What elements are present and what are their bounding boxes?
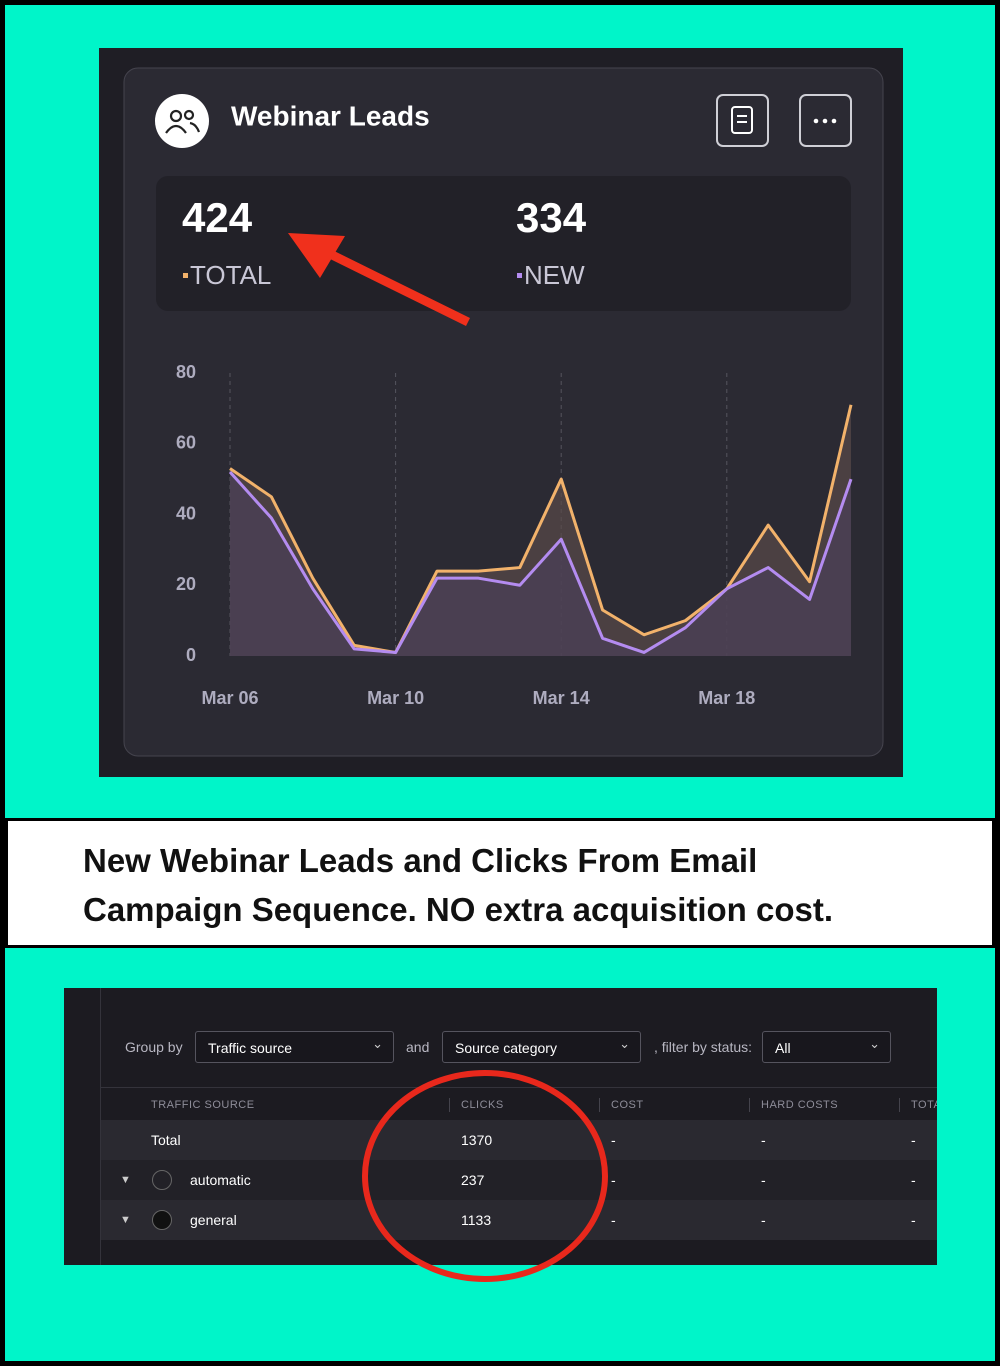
table-cell: - xyxy=(761,1212,766,1228)
then-by-select[interactable]: Source category xyxy=(442,1028,641,1063)
more-dots xyxy=(813,118,837,124)
status-label: , filter by status: xyxy=(654,1039,753,1055)
legend-swatch xyxy=(183,273,188,278)
expand-toggle: ▼ xyxy=(120,1174,131,1186)
column-separator xyxy=(599,1098,600,1112)
report-button[interactable] xyxy=(716,94,769,147)
table-cell: 237 xyxy=(461,1172,485,1188)
people-icon xyxy=(165,109,201,134)
table-cell: 1133 xyxy=(461,1212,492,1228)
y-tick-label: 20 xyxy=(176,574,196,594)
y-tick-label: 40 xyxy=(176,503,196,523)
column-header: CLICKS xyxy=(461,1099,504,1111)
column-header: HARD COSTS xyxy=(761,1099,839,1111)
series-line xyxy=(229,404,853,654)
table-cell: - xyxy=(911,1132,916,1148)
table-cell: - xyxy=(611,1132,616,1148)
status-select[interactable]: All xyxy=(762,1028,891,1063)
caption: New Webinar Leads and Clicks From Email … xyxy=(83,842,834,928)
stat-value: 334 xyxy=(516,194,587,241)
table-cell: Total xyxy=(151,1132,181,1148)
legend-label: TOTAL xyxy=(190,260,271,290)
table-cell: 1370 xyxy=(461,1132,493,1148)
table-cell: - xyxy=(611,1212,616,1228)
column-separator xyxy=(449,1098,450,1112)
caption-box xyxy=(5,818,995,948)
column-header: TOTA xyxy=(911,1099,937,1111)
y-tick-label: 0 xyxy=(186,645,196,665)
chart-title: Webinar Leads xyxy=(231,100,430,131)
y-tick-label: 80 xyxy=(176,362,196,382)
series-area xyxy=(230,404,851,656)
and-label: and xyxy=(406,1039,430,1055)
column-header: TRAFFIC SOURCE xyxy=(151,1099,255,1111)
x-tick-label: Mar 06 xyxy=(201,688,258,708)
source-icon xyxy=(152,1170,172,1190)
column-separator xyxy=(899,1098,900,1112)
leads-icon xyxy=(155,94,209,148)
more-button[interactable] xyxy=(799,94,852,147)
y-tick-label: 60 xyxy=(176,433,196,453)
table-cell: - xyxy=(761,1132,766,1148)
table-cell: - xyxy=(911,1172,916,1188)
column-header: COST xyxy=(611,1099,644,1111)
stat-value: 424 xyxy=(182,194,253,241)
x-tick-label: Mar 18 xyxy=(698,688,755,708)
x-tick-label: Mar 10 xyxy=(367,688,424,708)
table-cell: - xyxy=(611,1172,616,1188)
source-icon xyxy=(152,1210,172,1230)
expand-toggle: ▼ xyxy=(120,1214,131,1226)
column-separator xyxy=(749,1098,750,1112)
legend-label: NEW xyxy=(524,260,585,290)
table: TRAFFIC SOURCE CLICKS COST HARD COSTS TOTA To… xyxy=(120,1098,937,1230)
table-cell: general xyxy=(190,1212,237,1228)
x-tick-label: Mar 14 xyxy=(533,688,590,708)
group-by-label: Group by xyxy=(125,1039,183,1055)
table-cell: - xyxy=(761,1172,766,1188)
sidebar-divider xyxy=(100,988,101,1265)
group-by-select[interactable]: Traffic source xyxy=(195,1028,394,1063)
series-line xyxy=(228,471,853,654)
table-cell: - xyxy=(911,1212,916,1228)
report-icon xyxy=(731,106,753,134)
table-cell: automatic xyxy=(190,1172,251,1188)
report-icon-lines xyxy=(737,115,747,123)
legend-swatch xyxy=(517,273,522,278)
